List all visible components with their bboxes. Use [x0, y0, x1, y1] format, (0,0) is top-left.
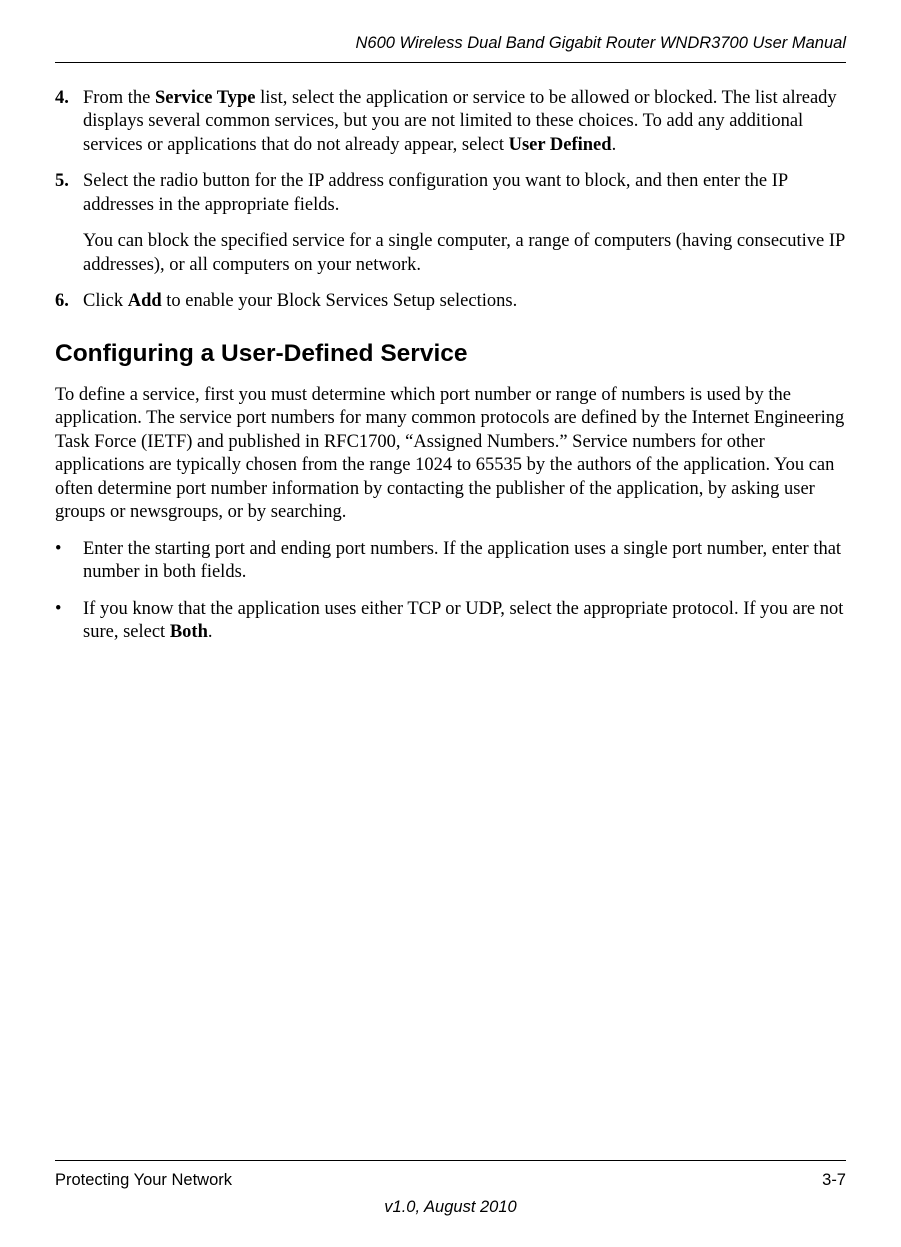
step-paragraph: From the Service Type list, select the a… — [83, 87, 846, 157]
step-4: 4. From the Service Type list, select th… — [55, 87, 846, 157]
content-area: 4. From the Service Type list, select th… — [55, 87, 846, 645]
bullet-marker: • — [55, 538, 83, 585]
step-marker: 5. — [55, 170, 83, 277]
footer-row: Protecting Your Network 3-7 — [55, 1171, 846, 1190]
step-body: Click Add to enable your Block Services … — [83, 290, 846, 313]
section-paragraph: To define a service, first you must dete… — [55, 384, 846, 525]
header-title: N600 Wireless Dual Band Gigabit Router W… — [356, 34, 846, 52]
footer-chapter: Protecting Your Network — [55, 1171, 232, 1190]
page-footer: Protecting Your Network 3-7 v1.0, August… — [55, 1160, 846, 1217]
step-6: 6. Click Add to enable your Block Servic… — [55, 290, 846, 313]
step-body: From the Service Type list, select the a… — [83, 87, 846, 157]
step-5: 5. Select the radio button for the IP ad… — [55, 170, 846, 277]
footer-version: v1.0, August 2010 — [55, 1198, 846, 1217]
step-paragraph: Select the radio button for the IP addre… — [83, 170, 846, 217]
footer-page-number: 3-7 — [822, 1171, 846, 1190]
step-paragraph: You can block the specified service for … — [83, 230, 846, 277]
bullet-body: Enter the starting port and ending port … — [83, 538, 846, 585]
bullet-1: • Enter the starting port and ending por… — [55, 538, 846, 585]
step-marker: 4. — [55, 87, 83, 157]
section-heading: Configuring a User-Defined Service — [55, 338, 846, 369]
step-marker: 6. — [55, 290, 83, 313]
bullet-2: • If you know that the application uses … — [55, 598, 846, 645]
page-header: N600 Wireless Dual Band Gigabit Router W… — [55, 34, 846, 63]
bullet-body: If you know that the application uses ei… — [83, 598, 846, 645]
bullet-marker: • — [55, 598, 83, 645]
step-paragraph: Click Add to enable your Block Services … — [83, 290, 846, 313]
step-body: Select the radio button for the IP addre… — [83, 170, 846, 277]
